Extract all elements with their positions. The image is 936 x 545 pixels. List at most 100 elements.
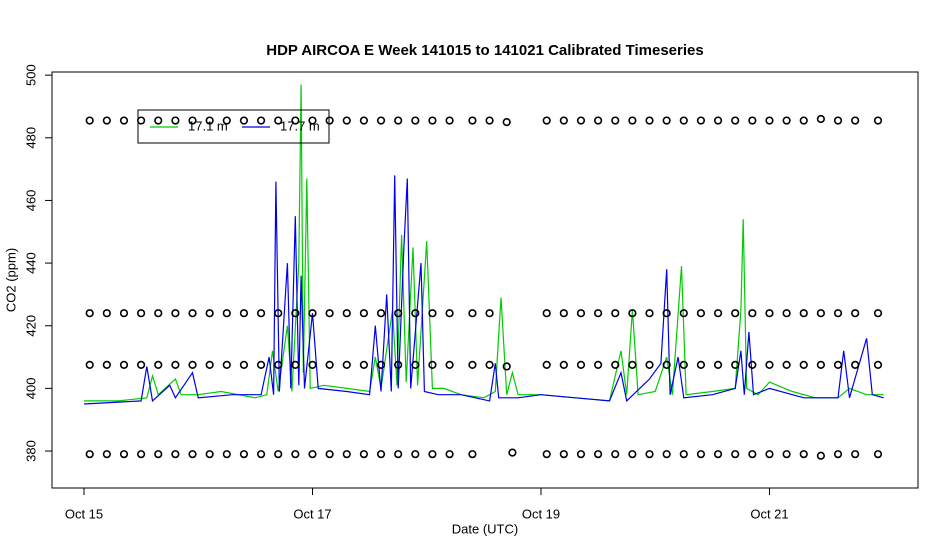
calibration-point xyxy=(508,448,517,457)
calibration-point xyxy=(445,116,454,125)
calibration-point xyxy=(359,360,368,369)
calibration-point xyxy=(325,116,334,125)
calibration-point xyxy=(748,309,757,318)
calibration-point xyxy=(394,360,403,369)
calibration-point xyxy=(662,360,671,369)
x-axis-label: Date (UTC) xyxy=(452,521,518,536)
calibration-point xyxy=(137,450,146,459)
y-tick-label: 400 xyxy=(23,378,38,400)
calibration-point xyxy=(256,309,266,318)
calibration-point xyxy=(851,309,860,318)
calibration-point xyxy=(342,116,351,125)
calibration-point xyxy=(428,116,437,125)
calibration-point xyxy=(308,450,317,459)
calibration-point xyxy=(696,116,706,125)
calibration-point xyxy=(748,450,757,459)
calibration-point xyxy=(394,450,403,459)
calibration-point xyxy=(256,360,266,369)
calibration-point xyxy=(594,360,603,369)
calibration-point xyxy=(428,360,437,369)
calibration-point xyxy=(85,116,94,125)
calibration-point xyxy=(445,450,454,459)
calibration-point xyxy=(799,309,808,318)
calibration-point xyxy=(765,116,774,125)
calibration-point xyxy=(154,116,163,125)
calibration-point xyxy=(816,114,825,124)
calibration-point xyxy=(239,450,249,459)
calibration-point xyxy=(188,360,197,369)
calibration-point xyxy=(119,116,129,125)
calibration-point xyxy=(222,116,231,125)
calibration-point xyxy=(274,309,283,318)
calibration-point xyxy=(873,116,883,125)
calibration-point xyxy=(376,360,386,369)
calibration-point xyxy=(816,451,825,460)
y-tick-label: 440 xyxy=(23,252,38,274)
calibration-point xyxy=(662,116,671,125)
calibration-point xyxy=(428,450,437,459)
calibration-point xyxy=(833,360,843,369)
y-tick-label: 480 xyxy=(23,127,38,149)
y-axis-label: CO2 (ppm) xyxy=(3,248,18,312)
calibration-point xyxy=(445,360,454,369)
calibration-point xyxy=(485,309,494,318)
calibration-point xyxy=(291,309,300,318)
calibration-point xyxy=(542,450,551,459)
calibration-point xyxy=(102,116,111,125)
calibration-point xyxy=(611,116,620,125)
calibration-point xyxy=(713,450,723,459)
calibration-point xyxy=(628,450,637,459)
calibration-point xyxy=(468,360,477,369)
calibration-point xyxy=(594,450,603,459)
calibration-point xyxy=(485,116,494,125)
calibration-point xyxy=(468,450,477,459)
calibration-point xyxy=(256,450,266,459)
calibration-point xyxy=(502,118,511,127)
calibration-point xyxy=(873,360,883,369)
calibration-point xyxy=(542,309,551,318)
calibration-point xyxy=(696,360,706,369)
calibration-point xyxy=(765,360,774,369)
calibration-point xyxy=(851,116,860,125)
calibration-point xyxy=(594,116,603,125)
calibration-point xyxy=(291,360,300,369)
calibration-point xyxy=(222,360,231,369)
calibration-point xyxy=(782,116,791,125)
calibration-point xyxy=(873,309,883,318)
calibration-point xyxy=(799,360,808,369)
calibration-point xyxy=(308,116,317,125)
calibration-point xyxy=(394,309,403,318)
calibration-point xyxy=(171,360,180,369)
calibration-point xyxy=(628,360,637,369)
x-tick-label: Oct 17 xyxy=(293,506,331,521)
x-tick-label: Oct 21 xyxy=(750,506,788,521)
calibration-point xyxy=(713,116,723,125)
calibration-point xyxy=(445,309,454,318)
calibration-point xyxy=(308,309,317,318)
calibration-point xyxy=(119,450,129,459)
calibration-point xyxy=(102,360,111,369)
calibration-point xyxy=(222,309,231,318)
plot-frame xyxy=(51,71,919,489)
calibration-point xyxy=(782,360,791,369)
calibration-point xyxy=(833,309,843,318)
calibration-point xyxy=(85,309,94,318)
calibration-point xyxy=(291,450,300,459)
calibration-point xyxy=(611,309,620,318)
calibration-point xyxy=(679,309,688,318)
calibration-point xyxy=(119,309,129,318)
calibration-point xyxy=(274,450,283,459)
chart-title: HDP AIRCOA E Week 141015 to 141021 Calib… xyxy=(266,42,703,59)
calibration-point xyxy=(576,116,586,125)
calibration-point xyxy=(662,309,671,318)
y-tick-label: 420 xyxy=(23,315,38,337)
calibration-point xyxy=(765,450,774,459)
legend-box xyxy=(137,109,330,144)
calibration-point xyxy=(154,450,163,459)
calibration-point xyxy=(376,450,386,459)
calibration-point xyxy=(611,450,620,459)
calibration-point xyxy=(239,309,249,318)
calibration-point xyxy=(137,360,146,369)
calibration-point xyxy=(171,309,180,318)
